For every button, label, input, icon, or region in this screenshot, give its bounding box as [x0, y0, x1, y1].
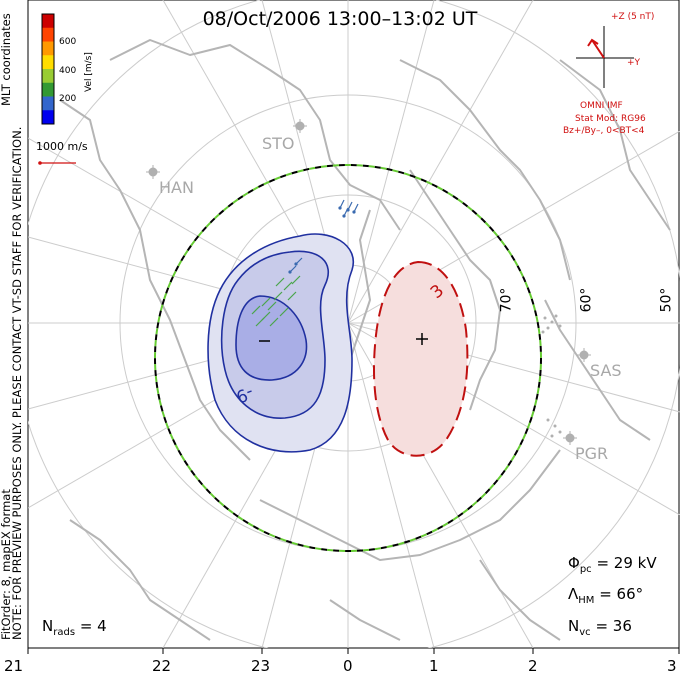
latitude-label-60: 60° — [578, 287, 595, 313]
mlt-tick-2: 2 — [528, 657, 538, 675]
n-vectors-stat: Nvc = 36 — [568, 617, 632, 638]
plot-frame — [27, 0, 680, 649]
color-bar-tick-600: 600 — [59, 37, 77, 47]
phi-symbol: Φ — [568, 554, 580, 572]
phi-subscript: pc — [579, 564, 592, 575]
station-label-pgr: PGR — [575, 444, 609, 463]
color-bar-segment — [42, 41, 54, 56]
imf-y-label: +Y — [627, 58, 641, 68]
color-bar-segment — [42, 69, 54, 84]
nvc-subscript: vc — [579, 627, 591, 638]
color-bar-segment — [42, 110, 54, 125]
n-rads-value: = 4 — [79, 617, 107, 635]
color-bar-tick-400: 400 — [59, 66, 77, 76]
coastlines — [59, 39, 671, 641]
imf-vector — [587, 38, 605, 59]
station-markers — [146, 119, 591, 445]
lambda-symbol: Λ — [568, 585, 579, 603]
mlt-tick-1: 1 — [429, 657, 439, 675]
color-bar-segment — [42, 82, 54, 97]
hm-latitude-stat: ΛHM = 66° — [568, 585, 643, 606]
n-rads-symbol: N — [42, 617, 54, 635]
mlt-tick-0: 0 — [343, 657, 353, 675]
map-title: 08/Oct/2006 13:00–13:02 UT — [202, 8, 478, 30]
heppner-maynard-boundary — [154, 164, 542, 552]
lambda-value: = 66° — [599, 585, 644, 603]
data-points — [541, 314, 562, 438]
scale-vector-label: 1000 m/s — [36, 140, 88, 153]
latitude-label-70: 70° — [498, 287, 515, 313]
latitude-label-50: 50° — [658, 287, 675, 313]
mlt-axis-ticks — [27, 648, 680, 654]
color-bar-segment — [42, 27, 54, 42]
imf-source: OMNI IMF — [580, 101, 623, 111]
coordinates-label: MLT coordinates — [0, 13, 13, 106]
phi-value: = 29 kV — [596, 554, 657, 572]
n-rads-stat: Nrads = 4 — [42, 617, 107, 638]
imf-model: Stat Mod: RG96 — [575, 114, 646, 124]
negative-cell-inner — [235, 295, 308, 381]
nvc-symbol: N — [568, 617, 580, 635]
heppner-maynard-boundary-green — [154, 164, 542, 552]
velocity-color-bar — [41, 13, 55, 125]
station-label-han: HAN — [159, 178, 194, 197]
cross-polar-potential-stat: Φpc = 29 kV — [568, 554, 657, 575]
station-label-sas: SAS — [590, 361, 622, 380]
mlt-tick-23: 23 — [251, 657, 271, 675]
positive-cell-center-marker — [416, 333, 428, 345]
velocity-vectors — [251, 199, 359, 327]
n-rads-subscript: rads — [53, 627, 76, 638]
color-bar-tick-200: 200 — [59, 94, 77, 104]
color-bar-label: Vel [m/s] — [84, 52, 94, 92]
color-bar-segment — [42, 14, 54, 29]
color-bar-outline — [41, 13, 55, 125]
positive-cell — [373, 260, 469, 457]
imf-z-label: +Z (5 nT) — [611, 12, 655, 22]
mlt-tick-3: 3 — [667, 657, 677, 675]
station-label-sto: STO — [262, 134, 295, 153]
mlt-tick-22: 22 — [152, 657, 172, 675]
color-bar-segment — [42, 96, 54, 111]
mlt-tick-21: 21 — [4, 657, 24, 675]
imf-condition: Bz+/By–, 0<BT<4 — [563, 126, 645, 136]
scale-vector — [38, 161, 76, 165]
color-bar-segment — [42, 55, 54, 70]
nvc-value: = 36 — [595, 617, 632, 635]
lambda-subscript: HM — [578, 595, 595, 606]
fit-order-info: FitOrder: 8, mapEX format — [0, 489, 13, 640]
